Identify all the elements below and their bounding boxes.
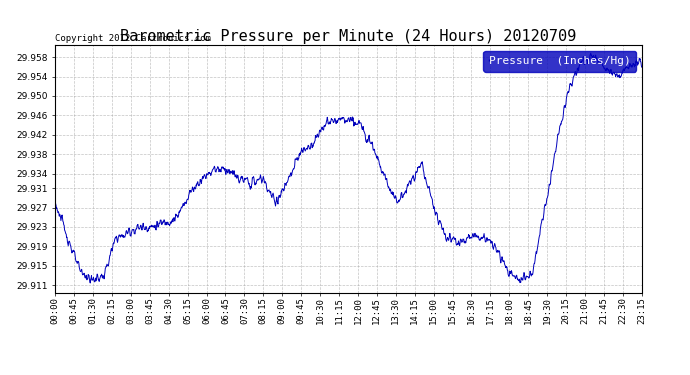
Legend: Pressure  (Inches/Hg): Pressure (Inches/Hg) <box>483 51 636 72</box>
Title: Barometric Pressure per Minute (24 Hours) 20120709: Barometric Pressure per Minute (24 Hours… <box>120 29 577 44</box>
Text: Copyright 2012 Cartronics.com: Copyright 2012 Cartronics.com <box>55 33 211 42</box>
